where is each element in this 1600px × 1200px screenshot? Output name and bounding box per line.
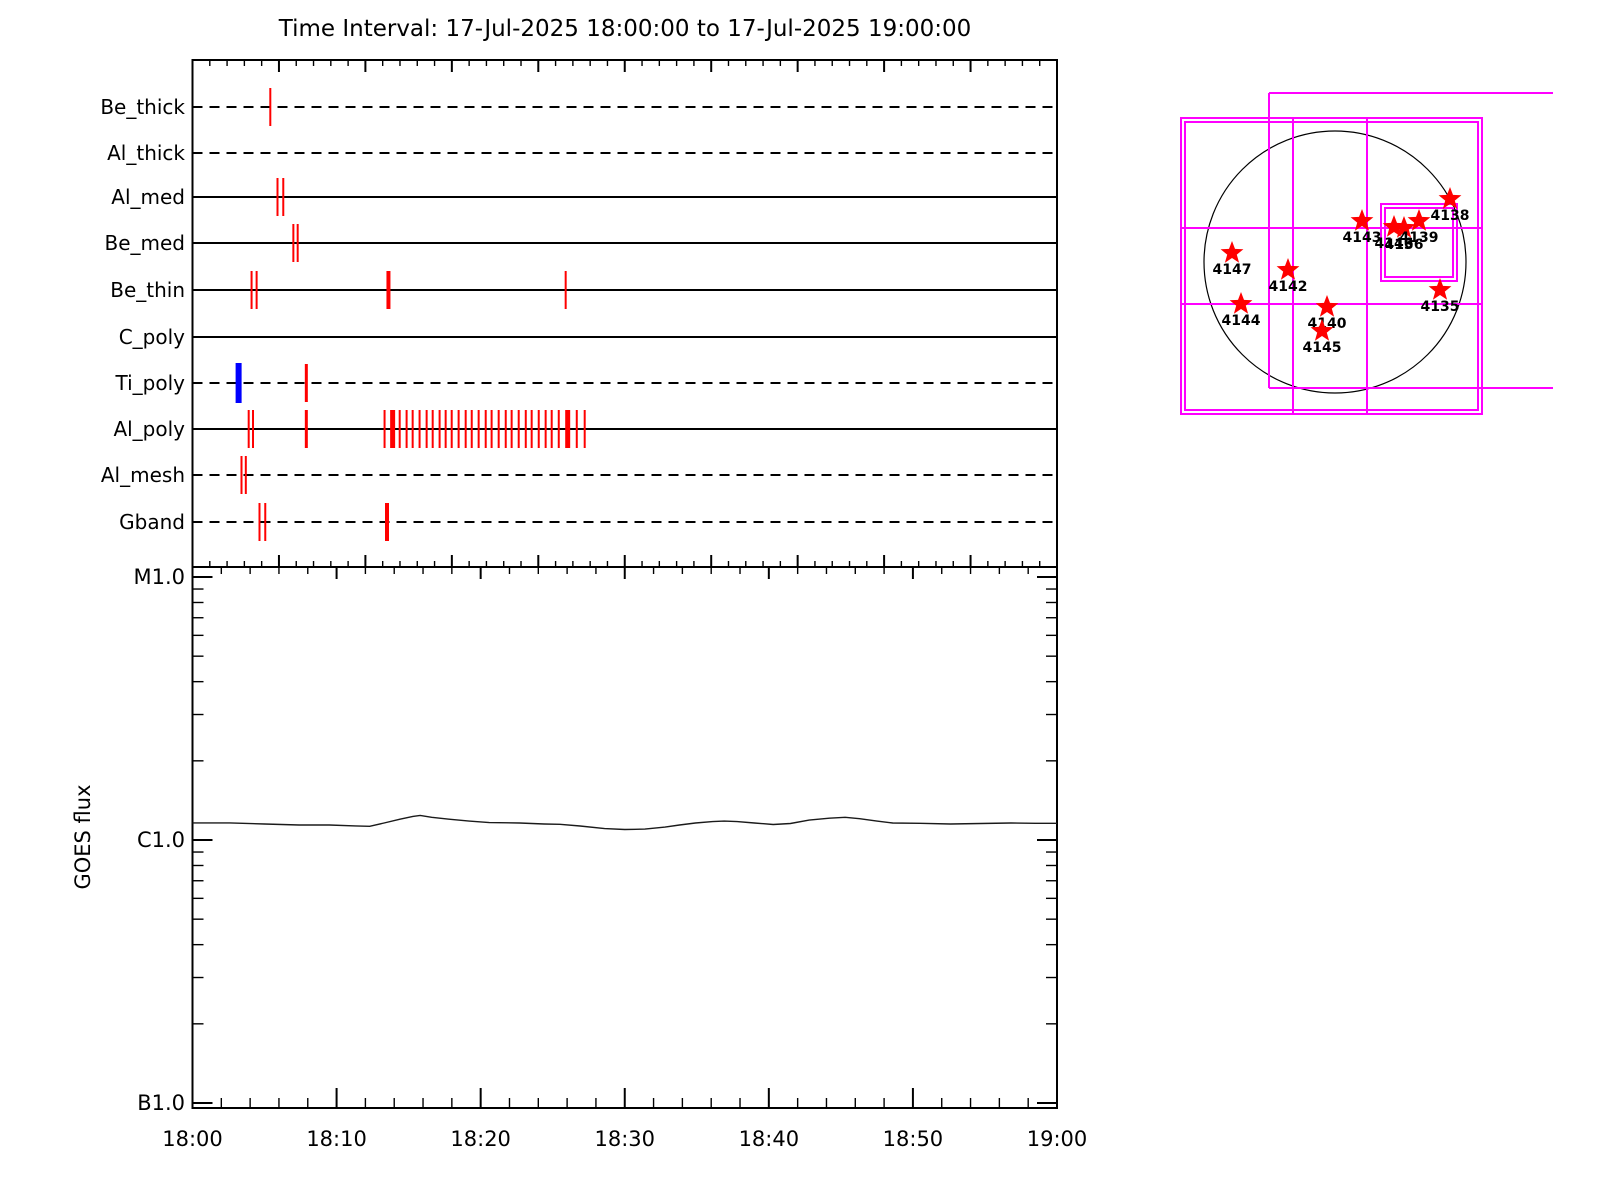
channel-label-Be_med: Be_med	[104, 231, 185, 255]
active-region-star-4145	[1310, 319, 1334, 341]
active-region-label-4146: 4146	[1375, 236, 1414, 252]
channel-label-Al_mesh: Al_mesh	[101, 463, 185, 487]
active-region-label-4145: 4145	[1303, 340, 1342, 356]
active-region-star-4146	[1382, 215, 1406, 237]
goes-ylabel: GOES flux	[71, 784, 95, 889]
goes-xaxis-label: 18:40	[739, 1127, 800, 1151]
active-region-label-4142: 4142	[1269, 279, 1308, 295]
fov-rect	[1180, 117, 1483, 415]
active-region-star-4135	[1428, 278, 1452, 300]
fov-rect	[1384, 207, 1454, 278]
solar-limb-circle	[1203, 130, 1467, 394]
goes-xaxis-label: 18:20	[450, 1127, 511, 1151]
goes-xaxis-label: 18:30	[594, 1127, 655, 1151]
goes-xaxis-label: 19:00	[1027, 1127, 1088, 1151]
active-region-star-4140	[1315, 295, 1339, 317]
active-region-star-4136	[1392, 216, 1416, 238]
active-region-label-4139: 4139	[1400, 230, 1439, 246]
channel-label-Ti_poly: Ti_poly	[115, 371, 186, 395]
active-region-label-4135: 4135	[1421, 299, 1460, 315]
active-region-label-4138: 4138	[1431, 208, 1470, 224]
active-region-star-4144	[1229, 292, 1253, 314]
goes-ytick-label-C1: C1.0	[137, 828, 185, 852]
timeline-panel-border	[191, 59, 1058, 568]
channel-label-Gband: Gband	[119, 510, 185, 534]
channel-label-Be_thin: Be_thin	[110, 278, 185, 302]
active-region-star-4142	[1276, 258, 1300, 280]
active-region-star-4143	[1350, 209, 1374, 231]
channel-label-Be_thick: Be_thick	[100, 95, 185, 119]
goes-xaxis-label: 18:10	[306, 1127, 367, 1151]
goes-flux-curve	[192, 814, 1057, 831]
active-region-star-4138	[1438, 187, 1462, 209]
channel-label-Al_poly: Al_poly	[113, 417, 185, 441]
fov-rect	[1380, 203, 1458, 282]
active-region-label-4143: 4143	[1343, 230, 1382, 246]
goes-xaxis-label: 18:50	[883, 1127, 944, 1151]
active-region-star-4147	[1220, 241, 1244, 263]
chart-title: Time Interval: 17-Jul-2025 18:00:00 to 1…	[278, 16, 972, 42]
active-region-label-4136: 4136	[1385, 237, 1424, 253]
goes-panel-border	[191, 566, 1058, 1109]
fov-rect	[1184, 121, 1479, 411]
channel-label-Al_med: Al_med	[111, 185, 185, 209]
active-region-label-4147: 4147	[1213, 262, 1252, 278]
active-region-star-4139	[1407, 209, 1431, 231]
channel-label-C_poly: C_poly	[119, 325, 185, 349]
goes-ytick-label-B1: B1.0	[137, 1091, 185, 1115]
active-region-label-4144: 4144	[1222, 313, 1261, 329]
channel-label-Al_thick: Al_thick	[107, 141, 185, 165]
goes-xaxis-label: 18:00	[162, 1127, 223, 1151]
goes-ytick-label-M1: M1.0	[133, 565, 185, 589]
